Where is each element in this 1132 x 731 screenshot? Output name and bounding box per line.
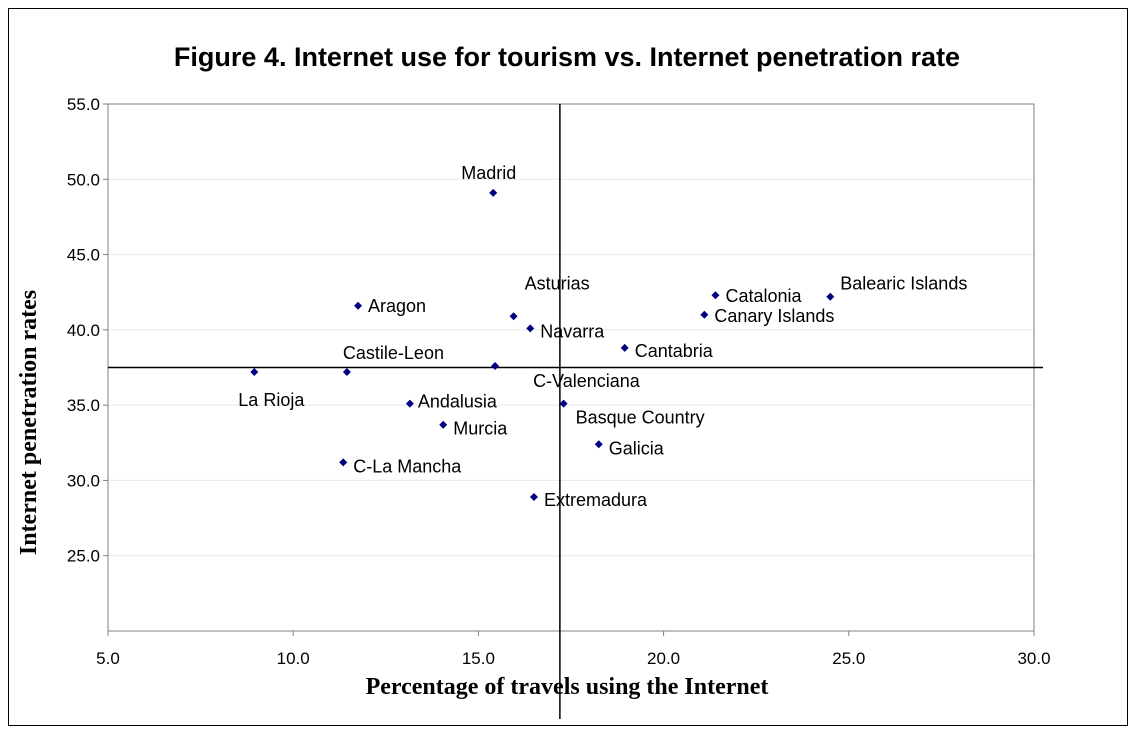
data-point-label: Basque Country — [576, 408, 705, 428]
data-point-label: Madrid — [461, 163, 516, 183]
data-point-label: Balearic Islands — [840, 274, 967, 294]
x-tick-label: 25.0 — [832, 649, 865, 668]
data-point-marker — [529, 492, 538, 501]
data-point-label: C-Valenciana — [533, 371, 641, 391]
data-point-marker — [711, 291, 720, 300]
data-point-marker — [526, 324, 535, 333]
x-tick-label: 30.0 — [1017, 649, 1050, 668]
chart-title: Figure 4. Internet use for tourism vs. I… — [174, 42, 960, 72]
data-point-label: Catalonia — [725, 286, 802, 306]
data-point-label: La Rioja — [238, 390, 305, 410]
data-point-marker — [700, 310, 709, 319]
data-point-marker — [491, 361, 500, 370]
chart-frame: Figure 4. Internet use for tourism vs. I… — [8, 8, 1128, 726]
data-point-marker — [594, 440, 603, 449]
x-tick-label: 20.0 — [647, 649, 680, 668]
data-point-marker — [826, 292, 835, 301]
y-tick-label: 40.0 — [67, 321, 100, 340]
data-point-label: C-La Mancha — [353, 456, 462, 476]
data-point-label: Murcia — [453, 419, 508, 439]
x-tick-label: 10.0 — [277, 649, 310, 668]
data-point-marker — [405, 399, 414, 408]
data-point-label: Galicia — [609, 438, 665, 458]
data-point-label: Andalusia — [418, 392, 498, 412]
data-point-label: Extremadura — [544, 490, 648, 510]
data-point-label: Navarra — [540, 321, 605, 341]
y-tick-label: 55.0 — [67, 95, 100, 114]
data-point-marker — [250, 368, 259, 377]
y-tick-label: 50.0 — [67, 170, 100, 189]
y-tick-label: 25.0 — [67, 547, 100, 566]
data-point-marker — [439, 420, 448, 429]
data-point-marker — [489, 188, 498, 197]
data-point-label: Asturias — [525, 273, 590, 293]
y-tick-label: 35.0 — [67, 396, 100, 415]
data-point-marker — [509, 312, 518, 321]
x-tick-label: 15.0 — [462, 649, 495, 668]
data-point-marker — [354, 301, 363, 310]
data-point-label: Canary Islands — [714, 306, 834, 326]
x-axis-title: Percentage of travels using the Internet — [366, 674, 769, 700]
data-point-marker — [339, 458, 348, 467]
y-tick-label: 30.0 — [67, 471, 100, 490]
data-point-label: Castile-Leon — [343, 343, 444, 363]
data-point-marker — [559, 399, 568, 408]
data-point-label: Cantabria — [635, 341, 714, 361]
data-point-marker — [620, 343, 629, 352]
x-tick-label: 5.0 — [96, 649, 120, 668]
data-point-label: Aragon — [368, 296, 426, 316]
y-tick-label: 45.0 — [67, 246, 100, 265]
y-axis-title: Internet penetration rates — [16, 290, 42, 555]
data-point-marker — [342, 368, 351, 377]
scatter-chart: Figure 4. Internet use for tourism vs. I… — [16, 42, 1051, 719]
